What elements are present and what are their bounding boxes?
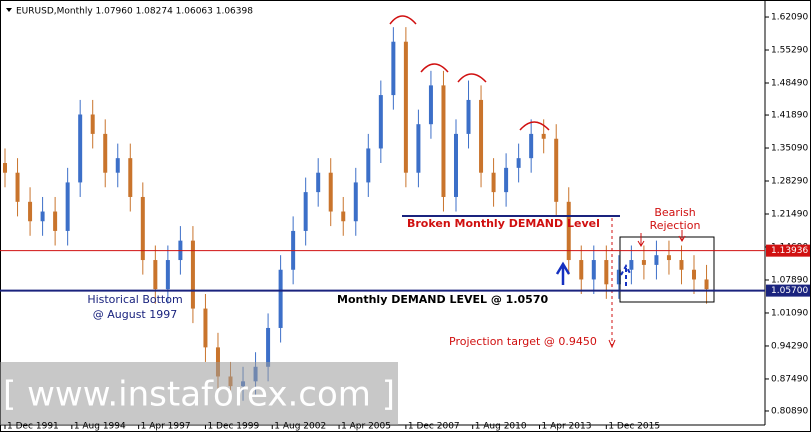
peak-arcs [389, 15, 550, 131]
bar-body [115, 158, 120, 173]
bar-body [441, 85, 446, 197]
level-label: 1.05700 [771, 286, 808, 296]
bar-body [504, 167, 509, 193]
y-tick-label: 1.01090 [771, 308, 808, 318]
bar-body [391, 41, 396, 96]
bar-body [278, 269, 283, 328]
projection-arrow [608, 339, 616, 349]
y-tick-label: 1.62090 [771, 13, 808, 23]
bar-body [692, 269, 697, 280]
bar-body [303, 192, 308, 231]
x-tick-label: 1 Apr 1997 [141, 422, 191, 432]
bar-body [591, 260, 596, 280]
bar-body [65, 182, 70, 231]
support-arrow [620, 263, 632, 286]
bar-body [666, 255, 671, 261]
annotation: Projection target @ 0.9450 [449, 335, 597, 348]
y-tick-label: 0.80890 [771, 406, 808, 416]
y-tick-label: 0.94290 [771, 341, 808, 351]
bar-body [453, 133, 458, 197]
bar-body [128, 158, 133, 197]
annotation: Rejection [650, 219, 701, 232]
bar-body [466, 99, 471, 134]
chart-title: EURUSD,Monthly 1.07960 1.08274 1.06063 1… [16, 7, 253, 17]
bar-body [353, 182, 358, 222]
bar-body [491, 172, 496, 193]
bar-body [203, 308, 208, 348]
bar-body [15, 172, 20, 202]
annotation: @ August 1997 [93, 308, 177, 321]
y-tick-label: 1.48490 [771, 79, 808, 89]
bar-body [316, 172, 321, 193]
x-tick-label: 1 Apr 2013 [542, 422, 592, 432]
bar-body [554, 138, 559, 202]
bar-body [190, 240, 195, 309]
bar-body [428, 85, 433, 125]
annotation: Broken Monthly DEMAND Level [407, 217, 600, 230]
bar-body [479, 99, 484, 173]
bar-body [28, 201, 33, 222]
annotation: Bearish [654, 206, 695, 219]
bar-body [604, 260, 609, 285]
x-tick-label: 1 Apr 2005 [341, 422, 391, 432]
level-label: 1.13936 [771, 246, 808, 256]
bar-body [90, 114, 95, 134]
bar-body [328, 172, 333, 212]
y-tick-label: 1.07890 [771, 275, 808, 285]
y-tick-label: 1.35090 [771, 144, 808, 154]
support-arrow [555, 261, 571, 285]
bar-body [704, 279, 709, 290]
bar-body [366, 148, 371, 183]
bar-body [541, 133, 546, 139]
level-label-box [766, 244, 810, 257]
watermark-box [0, 362, 398, 425]
bar-body [3, 163, 8, 173]
y-tick-label: 0.87490 [771, 374, 808, 384]
bar-body [103, 133, 108, 173]
x-tick-label: 1 Aug 1994 [74, 422, 126, 432]
range-box [619, 236, 715, 303]
bar-body [566, 201, 571, 261]
bar-body [215, 347, 220, 377]
y-tick-label: 1.41890 [771, 111, 808, 121]
bar-body [616, 269, 621, 285]
x-tick-label: 1 Dec 1991 [7, 422, 59, 432]
y-tick-label: 1.21490 [771, 210, 808, 220]
annotation: Historical Bottom [87, 293, 182, 306]
bar-body [165, 260, 170, 290]
bar-body [53, 211, 58, 231]
x-tick-label: 1 Aug 2010 [475, 422, 527, 432]
level-label-box [766, 284, 810, 297]
bar-body [679, 260, 684, 270]
x-tick-label: 1 Aug 2002 [274, 422, 326, 432]
symbol-marker [6, 8, 12, 12]
x-tick-label: 1 Dec 2015 [608, 422, 660, 432]
bar-body [403, 41, 408, 173]
bar-body [378, 95, 383, 149]
x-tick-label: 1 Dec 2007 [408, 422, 460, 432]
bar-body [654, 255, 659, 265]
bar-body [140, 196, 145, 261]
bar-body [153, 260, 158, 290]
bar-body [529, 133, 534, 159]
bar-body [516, 158, 521, 168]
bar-body [629, 260, 634, 270]
y-tick-label: 1.55290 [771, 46, 808, 56]
bar-body [579, 260, 584, 280]
y-tick-label: 1.28290 [771, 177, 808, 187]
bar-body [416, 124, 421, 173]
x-tick-label: 1 Dec 1999 [207, 422, 259, 432]
rejection-arrows [637, 230, 686, 247]
watermark: [ www.instaforex.com ] [3, 375, 395, 415]
bar-body [266, 327, 271, 367]
bar-body [341, 211, 346, 222]
bar-body [641, 260, 646, 265]
bar-body [78, 114, 83, 183]
bar-body [40, 211, 45, 222]
annotation: Monthly DEMAND LEVEL @ 1.0570 [337, 293, 548, 306]
